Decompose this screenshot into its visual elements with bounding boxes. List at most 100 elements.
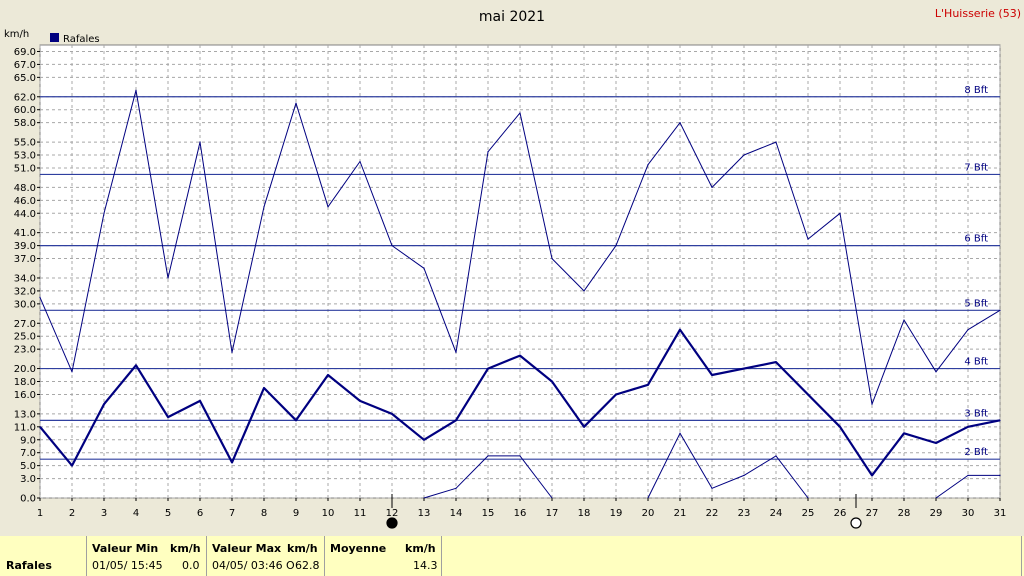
y-tick-label: 5.0 [20, 461, 36, 472]
data-point-max [135, 89, 137, 91]
max-header: Valeur Max [212, 542, 282, 555]
gust-chart: 2 Bft 3 Bft 4 Bft 5 Bft 6 Bft 7 Bft 8 Bft 0.0 3… [4, 7, 1021, 529]
y-tick-label: 67.0 [14, 60, 36, 71]
y-unit-label: km/h [4, 29, 29, 40]
y-tick-label: 53.0 [14, 151, 36, 162]
data-point-avg [295, 419, 297, 421]
data-point-max [871, 403, 873, 405]
data-point-avg [999, 419, 1001, 421]
y-tick-label: 30.0 [14, 299, 36, 310]
x-tick-label: 12 [386, 508, 399, 519]
data-point-avg [583, 426, 585, 428]
data-point-min [679, 432, 681, 434]
y-tick-label: 34.0 [14, 273, 36, 284]
data-point-max [615, 245, 617, 247]
data-point-max [487, 151, 489, 153]
data-point-min [967, 474, 969, 476]
data-point-max [679, 122, 681, 124]
chart-title: mai 2021 [479, 9, 545, 25]
data-point-avg [231, 461, 233, 464]
x-tick-label: 31 [994, 508, 1007, 519]
data-point-avg [487, 367, 489, 370]
data-point-max [231, 351, 233, 353]
y-tick-label: 25.0 [14, 332, 36, 343]
y-tick-label: 55.0 [14, 138, 36, 149]
legend-label: Rafales [63, 34, 100, 45]
x-tick-label: 16 [514, 508, 527, 519]
y-tick-label: 32.0 [14, 286, 36, 297]
data-point-max [775, 141, 777, 143]
y-tick-label: 20.0 [14, 364, 36, 375]
y-tick-label: 13.0 [14, 409, 36, 420]
x-tick-label: 13 [418, 508, 431, 519]
beaufort-label: 7 Bft [964, 162, 988, 173]
data-point-avg [167, 416, 169, 418]
data-point-min [519, 455, 521, 457]
x-tick-label: 22 [706, 508, 719, 519]
x-tick-label: 26 [834, 508, 847, 519]
x-tick-label: 8 [261, 508, 267, 519]
x-tick-label: 10 [322, 508, 335, 519]
x-tick-label: 24 [770, 508, 783, 519]
y-tick-label: 16.0 [14, 390, 36, 401]
data-point-max [295, 102, 297, 104]
legend-swatch [50, 33, 59, 42]
y-tick-label: 11.0 [14, 422, 36, 433]
y-tick-label: 41.0 [14, 228, 36, 239]
data-point-avg [839, 426, 841, 428]
y-tick-label: 69.0 [14, 47, 36, 58]
full-moon-icon [850, 517, 862, 529]
min-date: 01/05/ 15:45 [92, 559, 163, 572]
data-point-min [775, 455, 777, 457]
x-tick-label: 21 [674, 508, 687, 519]
x-tick-label: 11 [354, 508, 367, 519]
data-point-avg [551, 380, 553, 383]
x-tick-label: 1 [37, 508, 43, 519]
x-tick-label: 9 [293, 508, 299, 519]
data-point-avg [967, 426, 969, 428]
data-point-max [999, 309, 1001, 311]
y-tick-label: 7.0 [20, 448, 36, 459]
data-point-avg [519, 355, 521, 357]
y-tick-label: 39.0 [14, 241, 36, 252]
x-tick-label: 30 [962, 508, 975, 519]
y-tick-label: 48.0 [14, 183, 36, 194]
data-point-avg [935, 442, 937, 444]
data-point-max [39, 296, 41, 298]
data-point-avg [679, 329, 681, 331]
data-point-max [967, 329, 969, 331]
beaufort-label: 2 Bft [964, 447, 988, 458]
data-point-max [903, 319, 905, 321]
footer-right-border [1021, 536, 1022, 576]
data-point-avg [775, 361, 777, 363]
min-value: 0.0 [182, 559, 200, 572]
data-point-avg [423, 439, 425, 441]
x-tick-label: 15 [482, 508, 495, 519]
data-point-min [455, 487, 457, 489]
data-point-avg [359, 400, 361, 402]
data-point-min [487, 455, 489, 457]
beaufort-label: 5 Bft [964, 298, 988, 309]
x-tick-label: 28 [898, 508, 911, 519]
footer-row-label: Rafales [6, 559, 52, 572]
data-point-avg [263, 387, 265, 389]
x-tick-label: 14 [450, 508, 463, 519]
data-point-max [551, 257, 553, 260]
data-point-avg [71, 465, 73, 467]
data-point-max [583, 290, 585, 292]
data-point-avg [903, 432, 905, 434]
moon-phases [386, 494, 862, 529]
footer-min-cell: Valeur Min km/h 01/05/ 15:45 0.0 [86, 536, 207, 576]
data-point-max [263, 206, 265, 208]
data-point-max [167, 277, 169, 279]
data-point-avg [871, 474, 873, 476]
y-tick-label: 0.0 [20, 494, 36, 505]
data-point-min [999, 474, 1001, 476]
data-point-max [711, 186, 713, 188]
avg-value: 14.3 [413, 559, 438, 572]
x-tick-label: 18 [578, 508, 591, 519]
avg-unit: km/h [405, 542, 436, 555]
x-tick-label: 20 [642, 508, 655, 519]
min-unit: km/h [170, 542, 201, 555]
data-point-avg [807, 393, 809, 396]
